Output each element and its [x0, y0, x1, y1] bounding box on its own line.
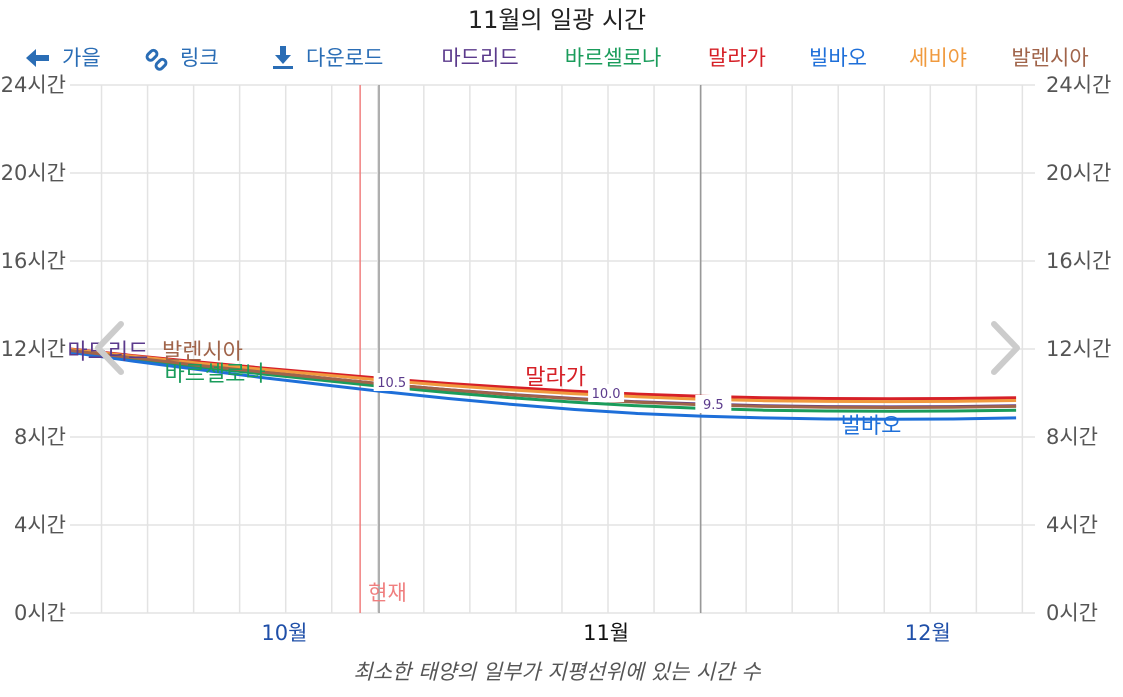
- y-tick-label: 8시간: [14, 425, 66, 449]
- link-button-label: 링크: [180, 46, 219, 70]
- x-tick-label[interactable]: 11월: [583, 621, 629, 645]
- legend-item[interactable]: 마드리드: [441, 46, 518, 70]
- y-tick-label: 4시간: [14, 513, 66, 537]
- y-tick-label: 0시간: [14, 601, 66, 625]
- back-button-label: 가을: [62, 46, 101, 70]
- month-lines: [378, 85, 702, 613]
- x-tick-label[interactable]: 10월: [261, 621, 307, 645]
- legend-item[interactable]: 말라가: [708, 46, 766, 70]
- y-tick-label: 4시간: [1046, 513, 1098, 537]
- y-axis-right: 0시간 4시간 8시간 12시간 16시간 20시간 24시간: [1046, 73, 1111, 625]
- y-tick-label: 16시간: [1, 249, 66, 273]
- legend: 마드리드 바르셀로나 말라가 빌바오 세비야 발렌시아: [441, 46, 1088, 70]
- grid: [70, 84, 1035, 614]
- series-line: [69, 349, 1017, 409]
- series-line: [69, 347, 1017, 404]
- y-axis-left: 0시간 4시간 8시간 12시간 16시간 20시간 24시간: [1, 73, 66, 625]
- x-tick-label[interactable]: 12월: [905, 621, 951, 645]
- series-line: [69, 350, 1017, 421]
- y-tick-label: 20시간: [1, 161, 66, 185]
- data-labels: 10.5 10.0 9.5: [373, 373, 732, 413]
- series-label: 말라가: [525, 366, 586, 391]
- data-label: 10.5: [377, 376, 406, 391]
- data-label-bg: [588, 384, 625, 402]
- y-tick-label: 8시간: [1046, 425, 1098, 449]
- series-line: [69, 349, 1017, 413]
- next-period-button[interactable]: [991, 321, 1020, 375]
- y-tick-label: 16시간: [1046, 249, 1111, 273]
- y-tick-label: 0시간: [1046, 601, 1098, 625]
- y-tick-label: 12시간: [1, 337, 66, 361]
- data-label: 10.0: [592, 387, 621, 402]
- series-label: 발렌시아: [162, 340, 243, 365]
- download-icon: [273, 46, 293, 69]
- legend-item[interactable]: 빌바오: [809, 46, 867, 70]
- now-marker: 현재: [359, 85, 407, 613]
- chevron-right-icon: [991, 321, 1020, 375]
- arrow-left-icon: [26, 49, 49, 67]
- legend-item[interactable]: 발렌시아: [1011, 46, 1088, 70]
- download-button-label: 다운로드: [306, 46, 383, 70]
- y-tick-label: 20시간: [1046, 161, 1111, 185]
- link-icon: [145, 48, 168, 71]
- link-button[interactable]: 링크: [145, 46, 219, 71]
- series-label: 바르셀로나: [164, 362, 265, 387]
- chart-title: 11월의 일광 시간: [468, 6, 646, 34]
- back-button[interactable]: 가을: [26, 46, 101, 70]
- prev-period-button[interactable]: [95, 321, 124, 375]
- series-lines: [69, 347, 1017, 421]
- chart-caption: 최소한 태양의 일부가 지평선위에 있는 시간 수: [353, 660, 761, 684]
- data-label-bg: [373, 373, 410, 391]
- y-tick-label: 12시간: [1046, 337, 1111, 361]
- now-label: 현재: [368, 581, 407, 605]
- y-tick-label: 24시간: [1046, 73, 1111, 97]
- legend-item[interactable]: 바르셀로나: [565, 46, 662, 70]
- data-label-bg: [695, 395, 732, 413]
- x-axis: 10월 11월 12월: [261, 621, 950, 645]
- legend-item[interactable]: 세비야: [909, 46, 967, 70]
- download-button[interactable]: 다운로드: [273, 46, 383, 70]
- data-label: 9.5: [703, 398, 724, 413]
- series-label: 빌바오: [841, 414, 902, 439]
- chevron-left-icon: [95, 321, 124, 375]
- y-tick-label: 24시간: [1, 73, 66, 97]
